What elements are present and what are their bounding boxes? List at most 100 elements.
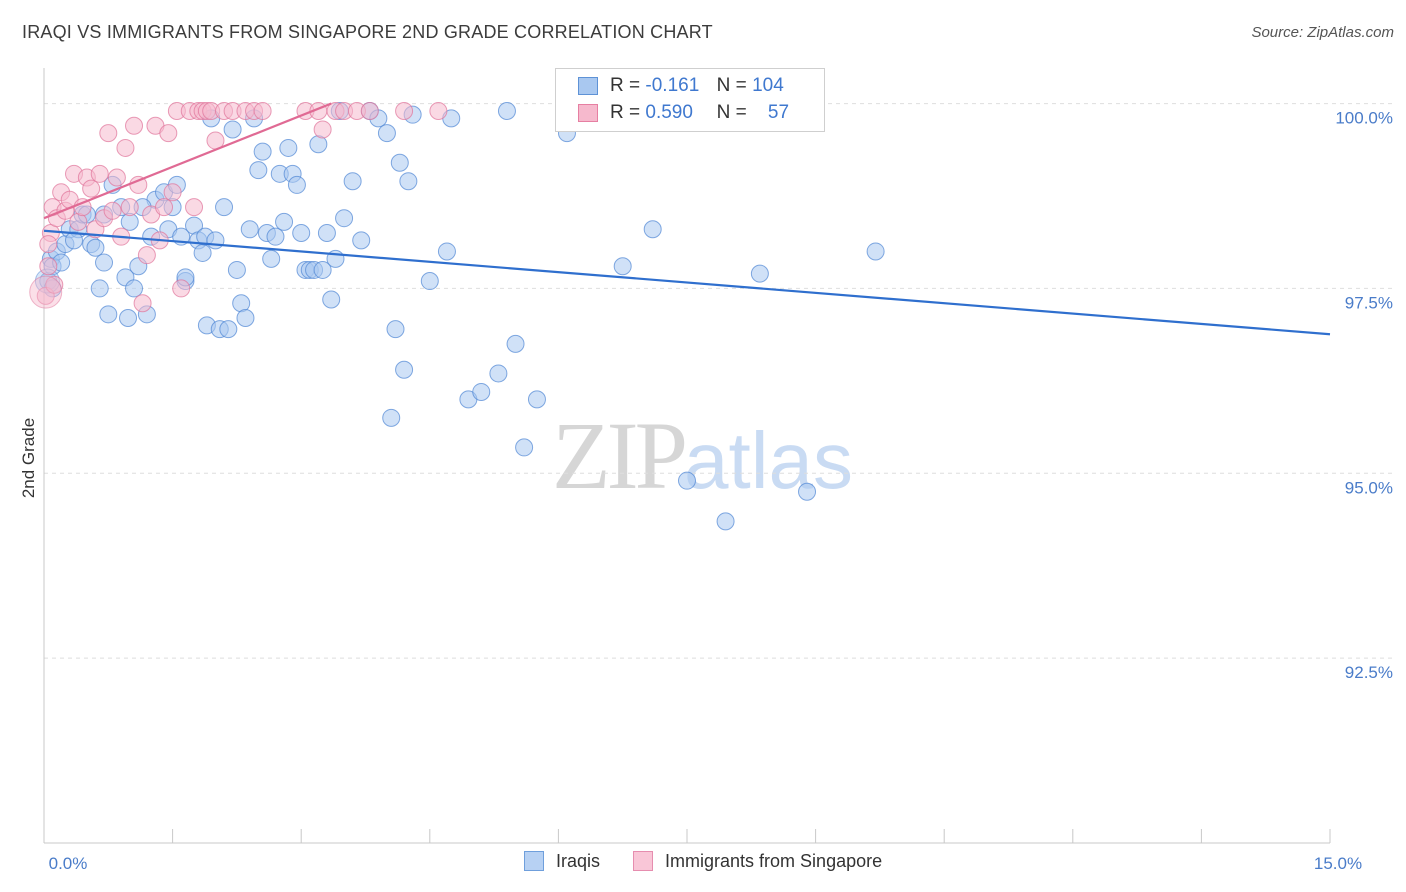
singapore-point [116, 138, 135, 157]
iraqis-point [322, 290, 341, 309]
singapore-point [45, 275, 64, 294]
legend-swatch-singapore [578, 103, 598, 122]
iraqis-point [99, 305, 118, 324]
trend-lines [43, 102, 1331, 336]
singapore-point [395, 101, 414, 120]
y-axis-title: 2nd Grade [19, 418, 38, 498]
iraqis-point [279, 138, 298, 157]
singapore-point [137, 246, 156, 265]
watermark: ZIPatlas [552, 400, 853, 511]
singapore-point [39, 257, 58, 276]
legend-r-value-singapore: 0.590 [645, 102, 693, 123]
singapore-point [133, 294, 152, 313]
singapore-point [185, 198, 204, 217]
legend-n-label: N = [716, 102, 747, 123]
source-note: Source: ZipAtlas.com [1251, 24, 1394, 41]
iraqis-point [65, 231, 84, 250]
y-tick-label: 95.0% [1345, 478, 1393, 497]
iraqis-point [287, 175, 306, 194]
iraqis-point [386, 320, 405, 339]
legend-r-label: R = [610, 75, 641, 96]
x-tick-label: 15.0% [1314, 854, 1362, 873]
axis-labels: 100.0% 97.5% 95.0% 92.5% 0.0% 15.0% 2nd Grade [19, 109, 1393, 873]
iraqis-point [86, 238, 105, 257]
legend-n-value-iraqis: 104 [752, 75, 784, 96]
iraqis-point [866, 242, 885, 261]
legend-row-singapore: R = 0.590 N = 57 [578, 100, 789, 126]
iraqis-point [613, 257, 632, 276]
iraqis-point [253, 142, 272, 161]
iraqis-point [219, 320, 238, 339]
iraqis-trend-line [43, 229, 1331, 336]
grid-lines [44, 103, 1392, 659]
iraqis-points [34, 101, 885, 531]
iraqis-point [437, 242, 456, 261]
iraqis-point [352, 231, 371, 250]
y-tick-label: 100.0% [1335, 109, 1393, 128]
iraqis-point [313, 260, 332, 279]
y-tick-label: 92.5% [1345, 663, 1393, 682]
axes [43, 68, 1331, 844]
series-legend: Iraqis Immigrants from Singapore [524, 851, 910, 872]
iraqis-point [399, 172, 418, 191]
singapore-point [172, 279, 191, 298]
iraqis-point [716, 512, 735, 531]
x-tick-label: 0.0% [49, 854, 88, 873]
legend-item-singapore[interactable]: Immigrants from Singapore [633, 851, 882, 872]
iraqis-point [390, 153, 409, 172]
singapore-point [103, 201, 122, 220]
y-tick-label: 97.5% [1345, 293, 1393, 312]
legend-item-iraqis[interactable]: Iraqis [524, 851, 600, 872]
watermark-zip: ZIP [552, 402, 688, 509]
legend-n-label: N = [716, 75, 747, 96]
iraqis-point [527, 390, 546, 409]
iraqis-point [643, 220, 662, 239]
iraqis-point [125, 279, 144, 298]
singapore-point [125, 116, 144, 135]
legend-r-label: R = [610, 102, 641, 123]
legend-n-value-singapore: 57 [767, 102, 790, 123]
legend-swatch-iraqis [524, 851, 544, 871]
singapore-point [253, 101, 272, 120]
iraqis-point [382, 408, 401, 427]
iraqis-point [497, 101, 516, 120]
iraqis-point [227, 260, 246, 279]
singapore-points [29, 101, 448, 313]
legend-swatch-iraqis [578, 76, 598, 95]
iraqis-point [262, 249, 281, 268]
legend-row-iraqis: R = -0.161 N = 104 [578, 73, 784, 99]
legend-swatch-singapore [633, 851, 654, 871]
iraqis-point [489, 364, 508, 383]
iraqis-point [395, 360, 414, 379]
iraqis-point [420, 272, 439, 291]
singapore-point [360, 101, 379, 120]
iraqis-point [266, 227, 285, 246]
legend-label-singapore: Immigrants from Singapore [665, 851, 883, 871]
legend-label-iraqis: Iraqis [556, 851, 601, 871]
legend-r-value-iraqis: -0.161 [645, 75, 700, 96]
iraqis-point [90, 279, 109, 298]
iraqis-point [119, 309, 138, 328]
singapore-point [99, 124, 118, 143]
singapore-point [39, 235, 58, 254]
singapore-point [313, 120, 332, 139]
singapore-trend-line [43, 102, 332, 220]
iraqis-point [377, 124, 396, 143]
iraqis-point [223, 120, 242, 139]
iraqis-point [506, 334, 525, 353]
iraqis-point [343, 172, 362, 191]
iraqis-point [249, 161, 268, 180]
iraqis-point [292, 223, 311, 242]
iraqis-point [95, 253, 114, 272]
iraqis-point [275, 212, 294, 231]
iraqis-point [678, 471, 696, 490]
singapore-point [120, 198, 139, 217]
singapore-point [163, 183, 182, 202]
singapore-point [90, 164, 109, 183]
iraqis-point [240, 220, 259, 239]
iraqis-point [236, 309, 255, 328]
iraqis-point [193, 243, 212, 262]
iraqis-point [317, 223, 336, 242]
iraqis-point [515, 438, 534, 457]
singapore-point [155, 198, 174, 217]
